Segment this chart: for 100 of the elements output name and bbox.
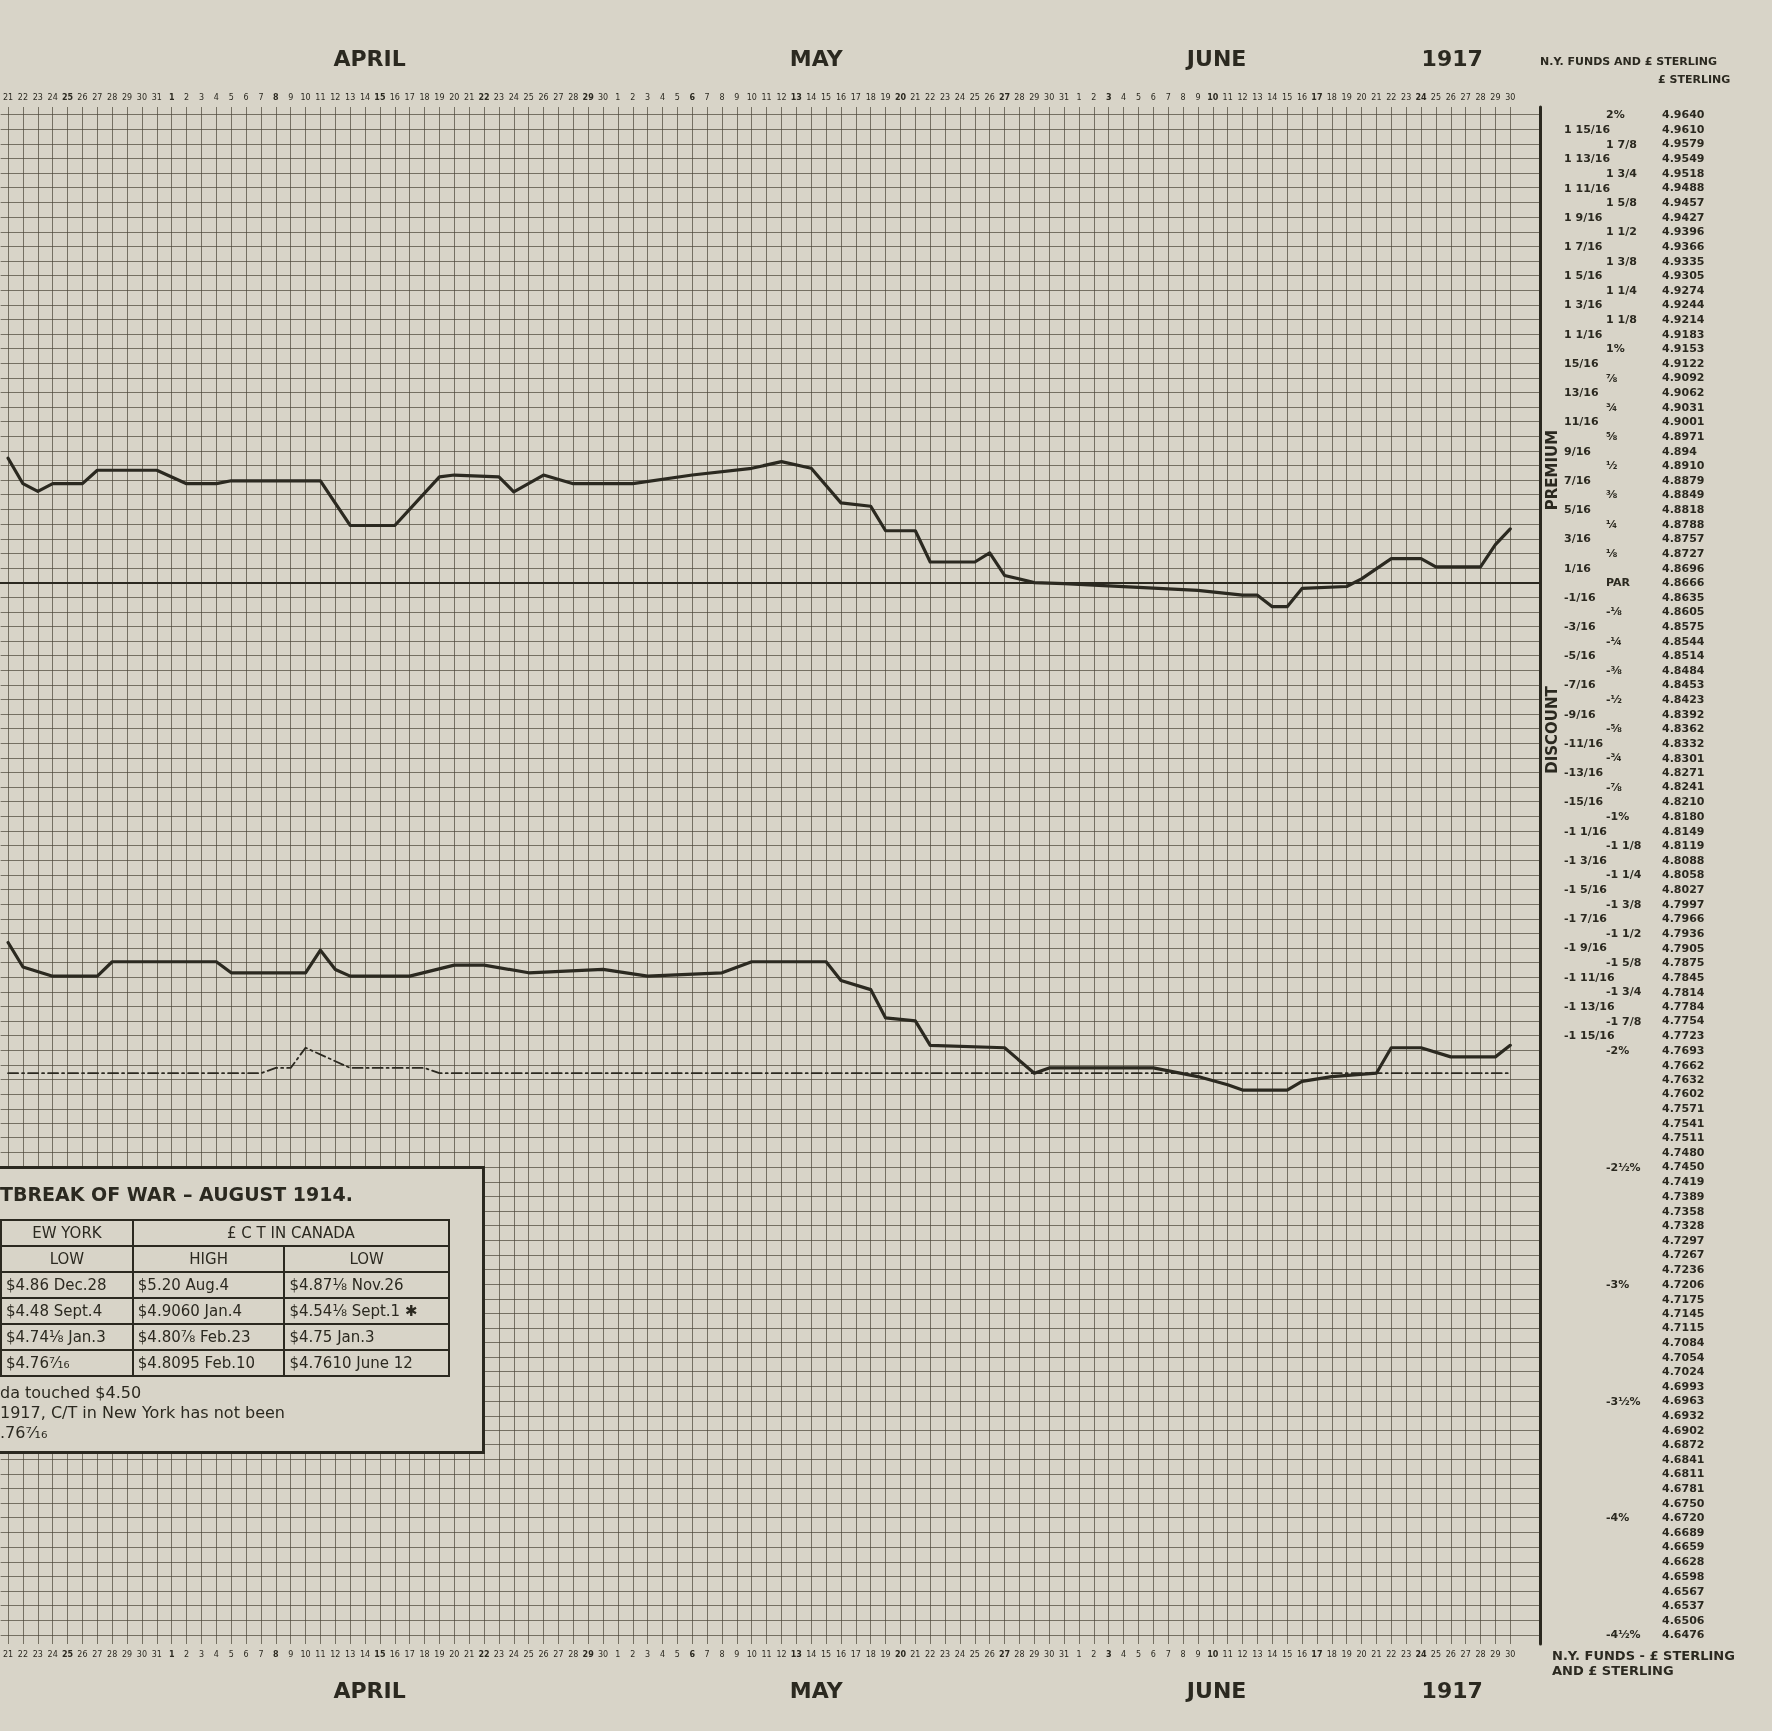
x-tick-label: 30 bbox=[597, 92, 609, 102]
text: 1917 bbox=[1421, 1677, 1483, 1703]
y-tick-label: 4.7571 bbox=[1662, 1102, 1705, 1116]
x2-tick-label: 15 bbox=[374, 1649, 386, 1659]
x-tick-label: 4 bbox=[1121, 92, 1127, 102]
x2-tick-label: 14 bbox=[806, 1649, 817, 1659]
annotation: HIGH bbox=[132, 1246, 285, 1272]
x2-tick-label: 2 bbox=[184, 1649, 190, 1659]
x2-tick-label: 1 bbox=[1076, 1649, 1082, 1659]
y-tick-label: 4.9457 bbox=[1662, 196, 1705, 210]
x2-tick-label: 11 bbox=[1222, 1649, 1233, 1659]
x2-tick-label: 9 bbox=[288, 1649, 294, 1659]
x-tick-label: 11 bbox=[761, 92, 772, 102]
y-tick-label: 4.6720 bbox=[1662, 1511, 1705, 1525]
x-tick-label: 1 bbox=[615, 92, 621, 102]
x2-tick-label: 30 bbox=[136, 1649, 148, 1659]
y-tick-label: 4.9092 bbox=[1662, 371, 1705, 385]
x2-tick-label: 11 bbox=[761, 1649, 772, 1659]
y-tick-label: 4.6598 bbox=[1662, 1569, 1705, 1583]
y3-tick-label: ¾ bbox=[1606, 400, 1618, 414]
y2-tick-label: -13/16 bbox=[1564, 766, 1604, 780]
x-tick-label: 12 bbox=[330, 92, 341, 102]
y-tick-label: 4.8210 bbox=[1662, 795, 1705, 809]
text: JUNE bbox=[1184, 1677, 1247, 1703]
x-tick-label: 9 bbox=[1195, 92, 1201, 102]
x2-tick-label: 6 bbox=[689, 1649, 696, 1659]
annotation: $4.48 Sept.4 bbox=[1, 1298, 133, 1324]
x2-tick-label: 29 bbox=[121, 1649, 133, 1659]
x2-tick-label: 11 bbox=[315, 1649, 326, 1659]
y-tick-label: 4.9366 bbox=[1662, 239, 1705, 253]
y3-tick-label: -4% bbox=[1606, 1511, 1630, 1525]
x-tick-label: 11 bbox=[1222, 92, 1233, 102]
x2-tick-label: 19 bbox=[1341, 1649, 1352, 1659]
y-tick-label: 4.9062 bbox=[1662, 385, 1705, 399]
x2-tick-label: 8 bbox=[273, 1649, 280, 1659]
y2-tick-label: -1 7/16 bbox=[1564, 912, 1608, 926]
y-tick-label: 4.6811 bbox=[1662, 1467, 1705, 1481]
text: DISCOUNT bbox=[1543, 685, 1561, 774]
x-tick-label: 31 bbox=[1058, 92, 1070, 102]
x2-tick-label: 3 bbox=[198, 1649, 204, 1659]
annotation: EW YORK bbox=[1, 1220, 133, 1246]
y2-tick-label: 1 5/16 bbox=[1564, 269, 1603, 283]
x-tick-label: 17 bbox=[850, 92, 861, 102]
x-tick-label: 1 bbox=[1076, 92, 1082, 102]
y2-tick-label: -1 3/16 bbox=[1564, 853, 1608, 867]
y3-tick-label: -1% bbox=[1606, 809, 1630, 823]
x2-tick-label: 1 bbox=[615, 1649, 621, 1659]
annotation: £ C T IN CANADA bbox=[132, 1220, 449, 1246]
x2-tick-label: 22 bbox=[925, 1649, 936, 1659]
x2-tick-label: 7 bbox=[258, 1649, 264, 1659]
x2-tick-label: 28 bbox=[1014, 1649, 1025, 1659]
y3-tick-label: -1 5/8 bbox=[1606, 956, 1642, 970]
x-tick-label: 7 bbox=[704, 92, 710, 102]
x-tick-label: 24 bbox=[1415, 92, 1428, 102]
x-tick-label: 26 bbox=[77, 92, 88, 102]
y-tick-label: 4.6932 bbox=[1662, 1409, 1705, 1423]
annotation: $5.20 Aug.4 bbox=[132, 1272, 285, 1298]
x-tick-label: 10 bbox=[1207, 92, 1219, 102]
y-tick-label: 4.9518 bbox=[1662, 166, 1705, 180]
y-tick-label: 4.8119 bbox=[1662, 838, 1705, 852]
y-tick-label: 4.8362 bbox=[1662, 722, 1705, 736]
y3-tick-label: 1 1/2 bbox=[1606, 225, 1637, 239]
y-tick-label: 4.7145 bbox=[1662, 1306, 1705, 1320]
y-tick-label: 4.7997 bbox=[1662, 897, 1705, 911]
y3-tick-label: -1 3/8 bbox=[1606, 897, 1642, 911]
y-tick-label: 4.8879 bbox=[1662, 473, 1705, 487]
x2-tick-label: 31 bbox=[151, 1649, 162, 1659]
y2-tick-label: -5/16 bbox=[1564, 649, 1596, 663]
y2-tick-label: 1 9/16 bbox=[1564, 210, 1603, 224]
x2-tick-label: 16 bbox=[389, 1649, 400, 1659]
y-tick-label: 4.8027 bbox=[1662, 883, 1705, 897]
x-tick-label: 3 bbox=[645, 92, 651, 102]
x-tick-label: 25 bbox=[62, 92, 74, 102]
y-tick-label: 4.9214 bbox=[1662, 312, 1705, 326]
y-tick-label: 4.8818 bbox=[1662, 503, 1705, 517]
x2-tick-label: 20 bbox=[894, 1649, 907, 1659]
x-tick-label: 10 bbox=[746, 92, 757, 102]
annotation: $4.54⅛ Sept.1 ✱ bbox=[284, 1298, 449, 1324]
y-tick-label: 4.7511 bbox=[1662, 1131, 1705, 1145]
y-tick-label: 4.7875 bbox=[1662, 956, 1705, 970]
x-tick-label: 19 bbox=[434, 92, 445, 102]
y-tick-label: 4.8423 bbox=[1662, 692, 1705, 706]
y-tick-label: 4.7236 bbox=[1662, 1263, 1705, 1277]
y-tick-label: 4.8149 bbox=[1662, 824, 1705, 838]
y-tick-label: 4.9610 bbox=[1662, 122, 1705, 136]
x-tick-label: 22 bbox=[1386, 92, 1397, 102]
y-tick-label: 4.6963 bbox=[1662, 1394, 1705, 1408]
x2-tick-label: 24 bbox=[954, 1649, 966, 1659]
y-tick-label: 4.9549 bbox=[1662, 151, 1705, 165]
x-tick-label: 15 bbox=[1282, 92, 1293, 102]
y-tick-label: 4.8271 bbox=[1662, 765, 1705, 779]
x2-tick-label: 20 bbox=[449, 1649, 460, 1659]
x-tick-label: 11 bbox=[315, 92, 326, 102]
x-tick-label: 28 bbox=[568, 92, 579, 102]
x-tick-label: 29 bbox=[1029, 92, 1040, 102]
x2-tick-label: 10 bbox=[300, 1649, 311, 1659]
x2-tick-label: 9 bbox=[1195, 1649, 1201, 1659]
y3-tick-label: PAR bbox=[1606, 576, 1631, 590]
y-tick-label: 4.9122 bbox=[1662, 357, 1705, 371]
y-tick-label: 4.6689 bbox=[1662, 1526, 1705, 1540]
